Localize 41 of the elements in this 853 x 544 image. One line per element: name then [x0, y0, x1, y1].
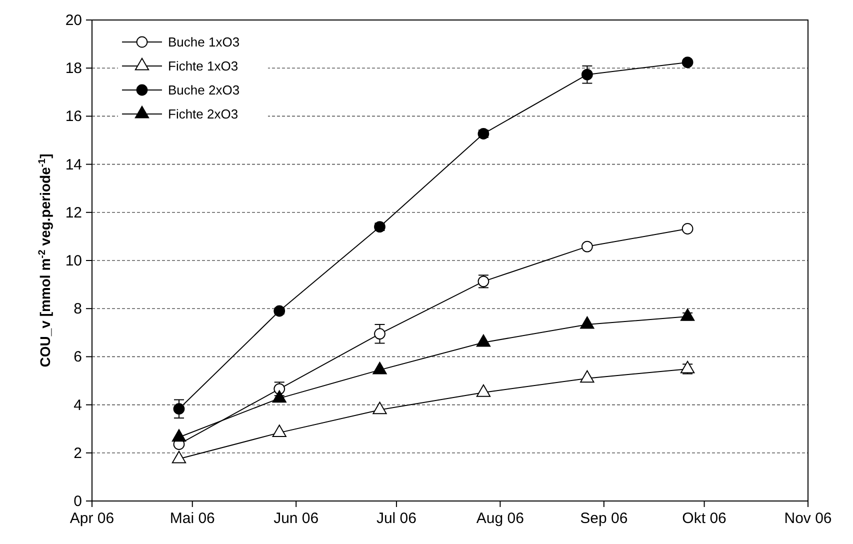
y-tick-label: 18 — [65, 60, 82, 78]
point — [680, 360, 695, 374]
point — [476, 384, 491, 397]
y-tick-label: 0 — [74, 493, 82, 510]
point — [581, 240, 593, 252]
y-tick-label: 10 — [65, 252, 82, 270]
legend-label: Fichte 1xO3 — [168, 58, 238, 74]
y-tick-label: 16 — [65, 108, 82, 126]
y-tick-label: 12 — [65, 204, 82, 222]
point — [476, 334, 491, 347]
x-tick-label: Apr 06 — [70, 510, 114, 527]
point — [172, 429, 186, 442]
point — [682, 223, 694, 234]
point — [372, 402, 387, 414]
point — [374, 328, 386, 340]
y-tick-label: 8 — [74, 300, 82, 318]
x-tick-label: Mai 06 — [170, 510, 215, 527]
y-tick-label: 2 — [74, 444, 82, 462]
point — [172, 450, 186, 464]
point — [580, 370, 594, 383]
point — [372, 362, 387, 374]
x-tick-label: Aug 06 — [476, 510, 524, 527]
point — [272, 424, 286, 437]
y-tick-label: 20 — [65, 12, 82, 29]
point — [682, 56, 694, 68]
x-tick-label: Jul 06 — [376, 510, 416, 527]
y-tick-label: 6 — [74, 348, 82, 366]
point — [680, 308, 695, 321]
legend-label: Buche 1xO3 — [168, 34, 240, 50]
x-tick-label: Sep 06 — [580, 510, 628, 527]
point — [274, 305, 286, 317]
y-tick-label: 4 — [74, 396, 82, 414]
x-tick-label: Nov 06 — [784, 510, 832, 527]
x-tick-label: Jun 06 — [274, 510, 319, 527]
y-tick-label: 14 — [65, 156, 82, 174]
legend-label: Fichte 2xO3 — [168, 106, 238, 122]
point — [580, 316, 594, 329]
point — [581, 68, 593, 80]
point — [272, 390, 286, 403]
x-tick-label: Okt 06 — [682, 510, 726, 527]
legend-label: Buche 2xO3 — [168, 82, 240, 98]
